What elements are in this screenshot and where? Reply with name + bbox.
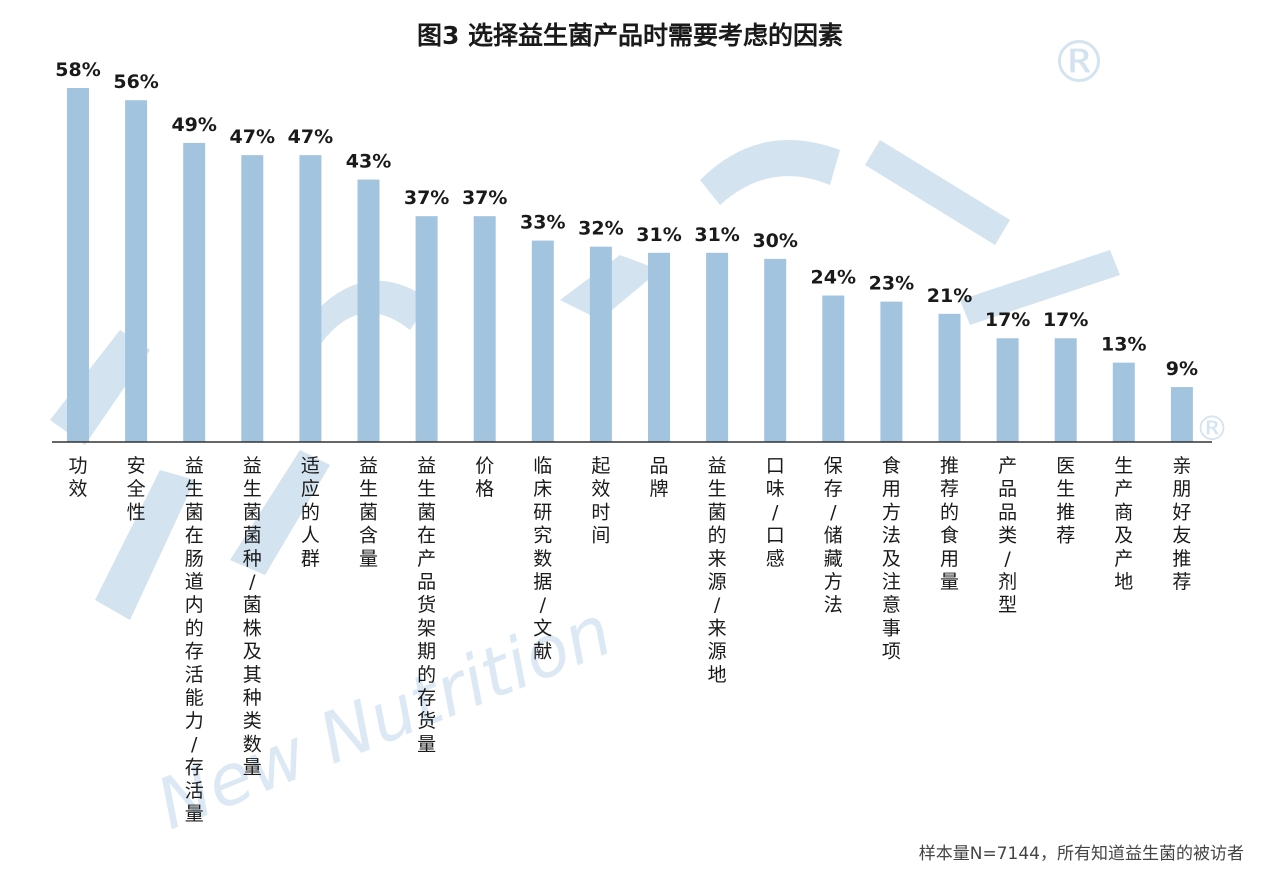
watermark-stroke	[700, 140, 840, 205]
bar-11	[648, 252, 670, 442]
category-label-7: 益生菌在产品货架期的存货量	[417, 455, 436, 755]
bar-18	[1054, 338, 1077, 442]
category-label-14: 保存/储藏方法	[824, 455, 843, 616]
bar-8	[473, 216, 496, 442]
bar-2	[125, 100, 148, 442]
bar-3	[183, 142, 206, 442]
value-label-6: 43%	[346, 151, 391, 173]
bar-16	[938, 313, 961, 442]
category-label-13: 口味/口感	[766, 455, 785, 570]
value-label-16: 21%	[927, 285, 972, 307]
bar-7	[415, 216, 438, 442]
category-label-10: 起效时间	[591, 455, 610, 547]
value-label-13: 30%	[752, 230, 797, 252]
value-labels-group: 58% 56% 49% 47% 47% 43% 37% 37% 33% 32% 31% 31% 30% 2…	[55, 59, 1198, 380]
category-label-6: 益生菌含量	[359, 455, 378, 570]
value-label-14: 24%	[811, 267, 856, 289]
bar-5	[299, 155, 322, 442]
category-labels-group: 功效 安全性 益生菌在肠道内的存活能力/存活量 益生菌菌种/菌株及其种类数量 适应的人群…	[68, 455, 1191, 825]
value-label-11: 31%	[636, 224, 681, 246]
bar-4	[241, 155, 264, 442]
watermark-stroke	[230, 450, 330, 575]
category-label-8: 价格	[475, 455, 494, 500]
bar-6	[357, 179, 380, 442]
bar-17	[996, 338, 1019, 442]
category-label-2: 安全性	[127, 455, 146, 523]
bar-12	[706, 252, 729, 442]
category-label-12: 益生菌的来源/来源地	[708, 455, 727, 686]
chart-title: 图3 选择益生菌产品时需要考虑的因素	[417, 21, 843, 50]
value-label-1: 58%	[55, 59, 100, 81]
category-label-18: 医生推荐	[1056, 455, 1075, 547]
watermark: New Nutrition ® ®	[50, 28, 1229, 846]
category-label-5: 适应的人群	[301, 455, 320, 570]
category-label-19: 生产商及产地	[1114, 455, 1133, 593]
category-label-11: 品牌	[649, 455, 668, 500]
value-label-19: 13%	[1101, 334, 1146, 356]
bar-19	[1112, 362, 1135, 442]
sample-note: 样本量N=7144，所有知道益生菌的被访者	[919, 844, 1244, 864]
category-label-4: 益生菌菌种/菌株及其种类数量	[243, 455, 262, 779]
bar-15	[880, 301, 903, 442]
value-label-17: 17%	[985, 309, 1030, 331]
value-label-2: 56%	[113, 71, 158, 93]
value-label-8: 37%	[462, 187, 507, 209]
bar-1	[67, 88, 89, 442]
category-label-16: 推荐的食用量	[940, 455, 959, 593]
category-label-3: 益生菌在肠道内的存活能力/存活量	[185, 455, 204, 825]
watermark-stroke	[95, 470, 195, 620]
value-label-20: 9%	[1166, 358, 1198, 380]
category-label-1: 功效	[68, 455, 87, 500]
value-label-3: 49%	[171, 114, 216, 136]
bar-9	[531, 240, 554, 442]
bar-10	[589, 246, 612, 442]
category-label-20: 亲朋好友推荐	[1172, 455, 1191, 593]
category-label-9: 临床研究数据/文献	[533, 455, 552, 663]
value-label-10: 32%	[578, 218, 623, 240]
category-label-15: 食用方法及注意事项	[882, 455, 901, 663]
value-label-12: 31%	[694, 224, 739, 246]
watermark-registered-mark: ®	[1050, 28, 1108, 96]
value-label-18: 17%	[1043, 309, 1088, 331]
watermark-stroke	[865, 140, 1010, 245]
value-label-7: 37%	[404, 187, 449, 209]
bars-group	[67, 88, 1193, 442]
bar-14	[822, 295, 845, 442]
category-label-17: 产品品类/剂型	[998, 455, 1017, 616]
watermark-stroke	[960, 250, 1120, 325]
value-label-15: 23%	[869, 273, 914, 295]
value-label-4: 47%	[230, 126, 275, 148]
bar-13	[764, 258, 787, 442]
watermark-registered-mark: ®	[1195, 409, 1229, 449]
value-label-9: 33%	[520, 212, 565, 234]
bar-20	[1170, 387, 1193, 442]
value-label-5: 47%	[288, 126, 333, 148]
